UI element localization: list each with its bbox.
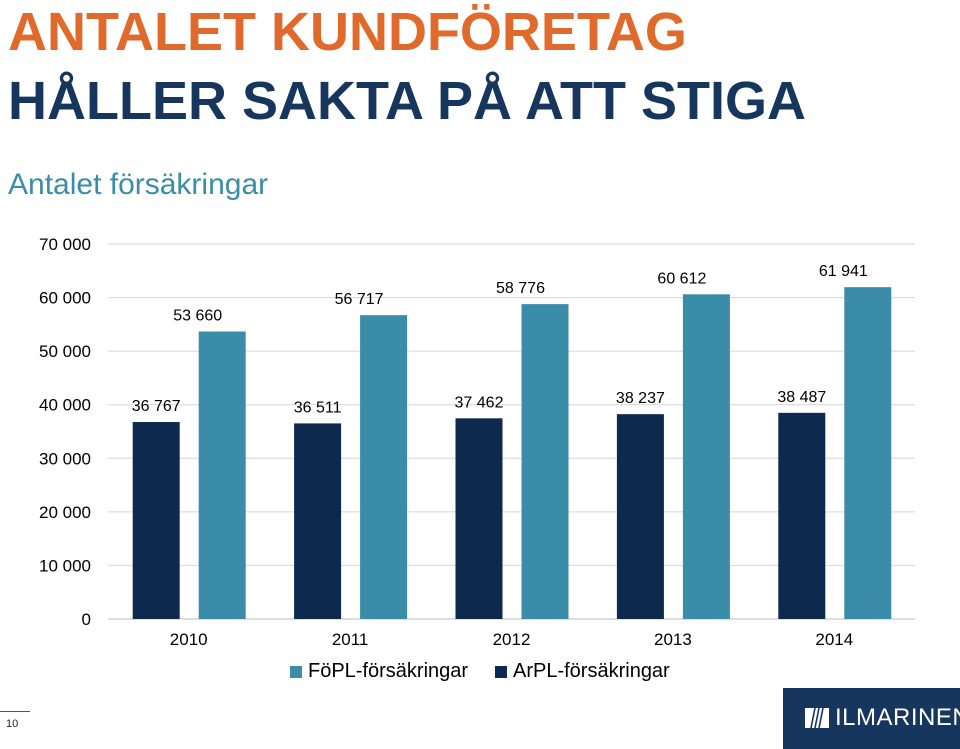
y-tick-label: 70 000 <box>39 235 91 254</box>
data-label: 36 511 <box>294 399 342 416</box>
data-label: 60 612 <box>657 270 706 287</box>
legend-label-fopl: FöPL-försäkringar <box>308 660 469 682</box>
logo-text: ILMARINEN <box>835 704 960 731</box>
data-label: 53 660 <box>173 308 222 325</box>
legend-item-fopl: FöPL-försäkringar <box>290 660 468 683</box>
legend-label-arpl: ArPL-försäkringar <box>513 660 670 682</box>
bar-arpl <box>455 418 503 619</box>
bar-fopl <box>682 294 730 619</box>
bar-fopl <box>521 304 569 619</box>
x-tick-label: 2013 <box>654 630 692 649</box>
data-label: 38 237 <box>616 390 665 407</box>
x-tick-label: 2012 <box>493 630 531 649</box>
y-tick-label: 10 000 <box>39 556 91 575</box>
page-number-rule <box>0 711 30 712</box>
chart-subtitle: Antalet försäkringar <box>8 168 269 201</box>
data-label: 61 941 <box>819 263 868 280</box>
logo-mark-icon <box>805 708 829 728</box>
bar-fopl <box>198 331 246 619</box>
bar-fopl <box>844 287 892 619</box>
legend-swatch-arpl <box>495 665 507 678</box>
bar-chart: 0 10 000 20 000 30 000 40 000 50 000 60 000 70 … <box>39 235 915 649</box>
bar-arpl <box>294 423 342 619</box>
bar-arpl <box>616 414 664 619</box>
data-label: 37 462 <box>455 394 504 411</box>
company-logo: ILMARINEN <box>783 688 960 749</box>
bar-arpl <box>132 422 180 619</box>
x-tick-label: 2011 <box>332 630 369 649</box>
data-label: 38 487 <box>777 389 826 406</box>
bar-arpl <box>778 412 826 619</box>
x-tick-label: 2010 <box>170 630 208 649</box>
x-tick-label: 2014 <box>815 630 853 649</box>
y-tick-label: 0 <box>82 610 91 629</box>
y-tick-label: 20 000 <box>39 503 91 522</box>
legend-item-arpl: ArPL-försäkringar <box>495 660 670 683</box>
y-tick-label: 40 000 <box>39 396 91 415</box>
legend-swatch-fopl <box>290 665 302 678</box>
chart-legend: FöPL-försäkringar ArPL-försäkringar <box>0 660 960 690</box>
data-label: 58 776 <box>496 280 545 297</box>
y-tick-label: 30 000 <box>39 449 91 468</box>
page-title-line1: ANTALET KUNDFÖRETAG <box>8 2 687 62</box>
page-title-line2: HÅLLER SAKTA PÅ ATT STIGA <box>8 71 806 131</box>
data-label: 56 717 <box>335 291 384 308</box>
page-number: 10 <box>6 718 19 730</box>
data-label: 36 767 <box>132 398 181 415</box>
bar-fopl <box>360 315 408 619</box>
y-tick-label: 50 000 <box>39 342 91 361</box>
y-tick-label: 60 000 <box>39 289 91 308</box>
